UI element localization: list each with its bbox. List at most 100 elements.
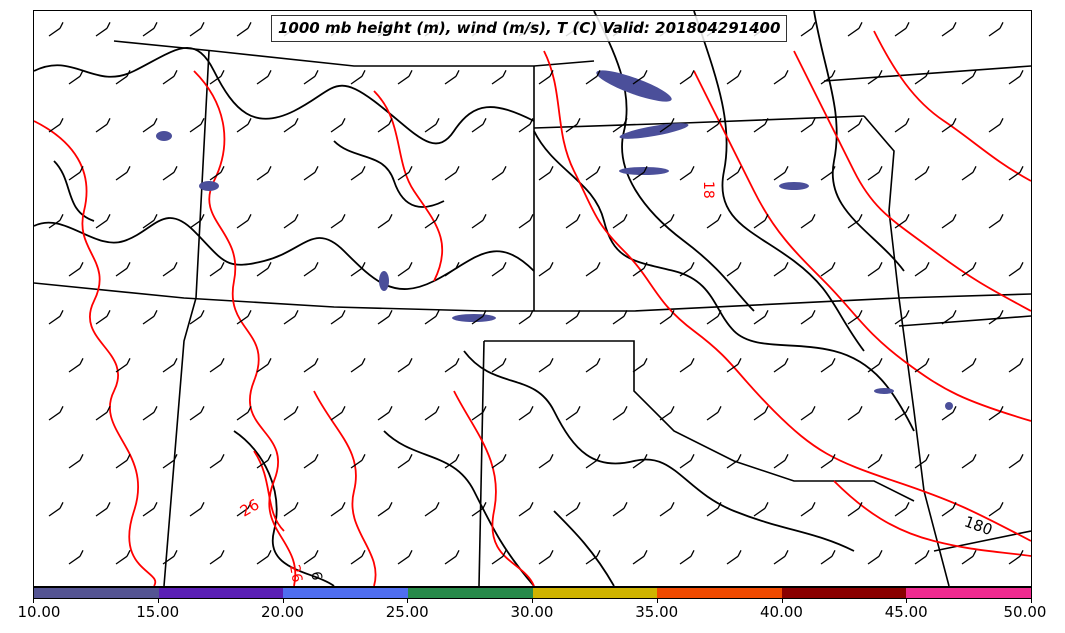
colorbar-tick-label: 30.00 xyxy=(510,603,554,621)
colorbar-tick-label: 40.00 xyxy=(760,603,803,621)
colorbar-tick xyxy=(906,599,908,603)
wind-barb xyxy=(444,550,460,565)
wind-barb xyxy=(142,310,158,325)
wind-barb xyxy=(491,70,507,85)
wind-barb xyxy=(632,550,648,565)
wind-barb xyxy=(189,118,205,133)
wind-barb xyxy=(914,262,930,277)
wind-barb xyxy=(424,214,440,229)
map-title: 1000 mb height (m), wind (m/s), T (C) Va… xyxy=(271,15,788,42)
wind-barb xyxy=(867,550,883,565)
wind-barb xyxy=(988,22,1004,37)
height-contours xyxy=(34,11,915,586)
wind-barb xyxy=(209,454,225,469)
wind-barb xyxy=(68,262,84,277)
wind-barb xyxy=(753,118,769,133)
wind-barb xyxy=(612,502,628,517)
wind-barb xyxy=(726,262,742,277)
colorbar-tick-label: 25.00 xyxy=(385,603,429,621)
wind-barb xyxy=(303,550,319,565)
wind-barb xyxy=(941,214,957,229)
wind-barb xyxy=(1008,70,1024,85)
wind-barb xyxy=(585,358,601,373)
height-contour-label-6: 6 xyxy=(307,570,324,582)
colorbar-segment xyxy=(781,588,907,598)
wind-barb xyxy=(820,358,836,373)
wind-barb xyxy=(95,502,111,517)
wind-barb xyxy=(397,166,413,181)
wind-barb xyxy=(491,454,507,469)
colorbar-segment xyxy=(532,588,658,598)
wind-barb xyxy=(914,550,930,565)
wind-barb xyxy=(914,454,930,469)
colorbar-tick xyxy=(33,599,34,603)
wind-barb xyxy=(95,22,111,37)
wind-barb xyxy=(518,502,534,517)
wind-barb xyxy=(585,166,601,181)
wind-barb xyxy=(941,502,957,517)
wind-barb xyxy=(424,118,440,133)
wind-barb xyxy=(162,70,178,85)
wind-barb xyxy=(679,70,695,85)
wind-barb xyxy=(68,358,84,373)
wind-shading xyxy=(156,70,953,410)
state-borders xyxy=(34,40,1031,586)
wind-barb xyxy=(303,70,319,85)
wind-barb xyxy=(706,406,722,421)
wind-barb xyxy=(800,118,816,133)
wind-barbs xyxy=(48,22,1024,565)
wind-barb xyxy=(659,214,675,229)
wind-barb xyxy=(894,214,910,229)
wind-barb xyxy=(867,454,883,469)
wind-barb xyxy=(941,118,957,133)
wind-barb xyxy=(659,310,675,325)
wind-barb xyxy=(538,550,554,565)
wind-barb xyxy=(115,262,131,277)
wind-barb xyxy=(491,166,507,181)
wind-barb xyxy=(679,262,695,277)
wind-barb xyxy=(961,550,977,565)
wind-barb xyxy=(115,454,131,469)
wind-barb xyxy=(115,166,131,181)
temp-contour-label-26b: 26 xyxy=(286,563,305,583)
wind-barb xyxy=(1008,550,1024,565)
wind-barb xyxy=(48,22,64,37)
wind-barb xyxy=(867,70,883,85)
wind-barb xyxy=(706,214,722,229)
wind-barb xyxy=(162,454,178,469)
wind-barb xyxy=(773,550,789,565)
wind-barb xyxy=(189,502,205,517)
wind-barb xyxy=(283,310,299,325)
wind-barb xyxy=(820,70,836,85)
wind-barb xyxy=(162,550,178,565)
wind-barb xyxy=(867,262,883,277)
wind-barb xyxy=(726,550,742,565)
colorbar-tick-label: 45.00 xyxy=(884,603,928,621)
wind-barb xyxy=(330,502,346,517)
wind-barb xyxy=(330,214,346,229)
colorbar-tick xyxy=(656,599,658,603)
wind-barb xyxy=(491,550,507,565)
wind-barb xyxy=(471,214,487,229)
wind-barb xyxy=(209,262,225,277)
wind-barb xyxy=(941,22,957,37)
wind-barb xyxy=(914,166,930,181)
wind-barb xyxy=(236,22,252,37)
wind-barb xyxy=(256,358,272,373)
wind-barb xyxy=(961,262,977,277)
wind-barb xyxy=(753,310,769,325)
wind-barb xyxy=(894,118,910,133)
wind-barb xyxy=(894,22,910,37)
wind-barb xyxy=(424,310,440,325)
wind-barb xyxy=(397,358,413,373)
wind-barb xyxy=(444,262,460,277)
wind-barb xyxy=(800,22,816,37)
wind-barb xyxy=(377,406,393,421)
wind-barb xyxy=(236,310,252,325)
wind-barb xyxy=(142,214,158,229)
wind-barb xyxy=(68,550,84,565)
wind-barb xyxy=(538,358,554,373)
wind-barb xyxy=(612,406,628,421)
wind-barb xyxy=(189,406,205,421)
wind-barb xyxy=(518,214,534,229)
